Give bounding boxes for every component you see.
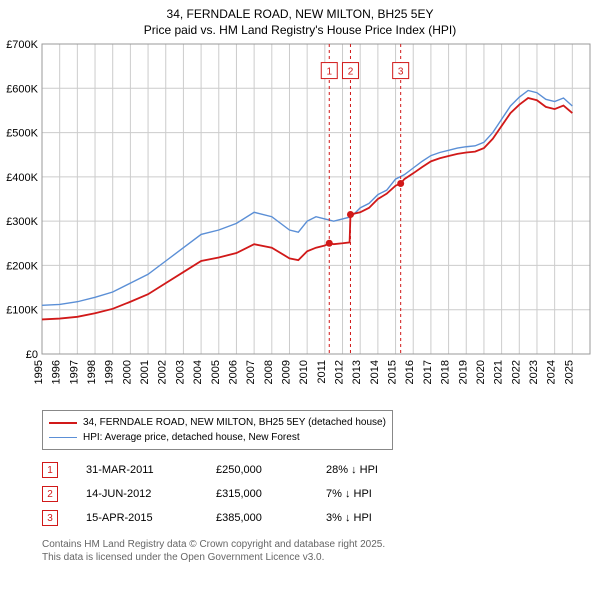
x-tick-label: 2005 [210, 360, 222, 384]
x-tick-label: 2016 [404, 360, 416, 384]
sales-relative: 3% ↓ HPI [326, 512, 446, 524]
x-tick-label: 2002 [157, 360, 169, 384]
x-tick-label: 2022 [510, 360, 522, 384]
sales-row: 3 15-APR-2015£385,0003% ↓ HPI [42, 506, 446, 530]
x-tick-label: 1998 [86, 360, 98, 384]
sales-date: 14-JUN-2012 [86, 488, 216, 500]
title-line1: 34, FERNDALE ROAD, NEW MILTON, BH25 5EY [0, 6, 600, 22]
x-tick-label: 2020 [475, 360, 487, 384]
sales-date: 31-MAR-2011 [86, 464, 216, 476]
x-tick-label: 2023 [528, 360, 540, 384]
x-tick-label: 1997 [68, 360, 80, 384]
sale-marker-dot [326, 240, 333, 247]
sales-price: £315,000 [216, 488, 326, 500]
attribution-line1: Contains HM Land Registry data © Crown c… [42, 538, 385, 551]
x-tick-label: 2009 [280, 360, 292, 384]
sales-relative: 28% ↓ HPI [326, 464, 446, 476]
sales-row: 1 31-MAR-2011£250,00028% ↓ HPI [42, 458, 446, 482]
y-tick-label: £600K [6, 83, 38, 95]
x-tick-label: 2004 [192, 360, 204, 384]
x-tick-label: 2015 [387, 360, 399, 384]
x-tick-label: 2018 [440, 360, 452, 384]
y-tick-label: £200K [6, 260, 38, 272]
legend-swatch [49, 437, 77, 438]
sales-row: 2 14-JUN-2012£315,0007% ↓ HPI [42, 482, 446, 506]
x-tick-label: 1995 [33, 360, 45, 384]
x-tick-label: 2021 [493, 360, 505, 384]
y-tick-label: £400K [6, 172, 38, 184]
y-tick-label: £700K [6, 40, 38, 51]
attribution-line2: This data is licensed under the Open Gov… [42, 551, 385, 564]
x-tick-label: 2012 [334, 360, 346, 384]
sale-marker-num: 3 [398, 67, 404, 78]
sales-date: 15-APR-2015 [86, 512, 216, 524]
legend-row: 34, FERNDALE ROAD, NEW MILTON, BH25 5EY … [49, 415, 386, 430]
x-tick-label: 2024 [546, 360, 558, 384]
x-tick-label: 2017 [422, 360, 434, 384]
x-tick-label: 2003 [174, 360, 186, 384]
y-tick-label: £0 [26, 349, 38, 361]
sales-price: £385,000 [216, 512, 326, 524]
x-tick-label: 2008 [263, 360, 275, 384]
x-tick-label: 1996 [51, 360, 63, 384]
title-line2: Price paid vs. HM Land Registry's House … [0, 22, 600, 38]
chart: £0 £100K £200K £300K £400K £500K £600K £700K 199… [0, 40, 600, 400]
sales-marker: 1 [42, 462, 58, 478]
chart-svg: £0 £100K £200K £300K £400K £500K £600K £700K 199… [0, 40, 600, 400]
legend-row: HPI: Average price, detached house, New … [49, 430, 386, 445]
x-tick-label: 2019 [457, 360, 469, 384]
x-tick-label: 2013 [351, 360, 363, 384]
x-tick-label: 2001 [139, 360, 151, 384]
sales-price: £250,000 [216, 464, 326, 476]
sale-marker-num: 1 [326, 67, 332, 78]
x-tick-label: 2011 [316, 360, 328, 384]
y-tick-label: £500K [6, 128, 38, 140]
y-tick-label: £100K [6, 305, 38, 317]
sale-marker-num: 2 [348, 67, 354, 78]
legend: 34, FERNDALE ROAD, NEW MILTON, BH25 5EY … [42, 410, 393, 450]
x-tick-label: 2014 [369, 360, 381, 384]
sales-table: 1 31-MAR-2011£250,00028% ↓ HPI 2 14-JUN-201… [42, 458, 446, 530]
legend-label: HPI: Average price, detached house, New … [83, 430, 300, 445]
chart-title: 34, FERNDALE ROAD, NEW MILTON, BH25 5EY … [0, 0, 600, 38]
x-tick-label: 1999 [104, 360, 116, 384]
y-tick-label: £300K [6, 216, 38, 228]
sales-relative: 7% ↓ HPI [326, 488, 446, 500]
x-tick-label: 2006 [227, 360, 239, 384]
sales-marker: 2 [42, 486, 58, 502]
x-tick-label: 2010 [298, 360, 310, 384]
legend-swatch [49, 422, 77, 424]
attribution: Contains HM Land Registry data © Crown c… [42, 538, 385, 564]
x-tick-label: 2007 [245, 360, 257, 384]
sale-marker-dot [397, 180, 404, 187]
sale-marker-dot [347, 211, 354, 218]
legend-label: 34, FERNDALE ROAD, NEW MILTON, BH25 5EY … [83, 415, 386, 430]
x-tick-label: 2025 [563, 360, 575, 384]
x-tick-label: 2000 [121, 360, 133, 384]
sales-marker: 3 [42, 510, 58, 526]
